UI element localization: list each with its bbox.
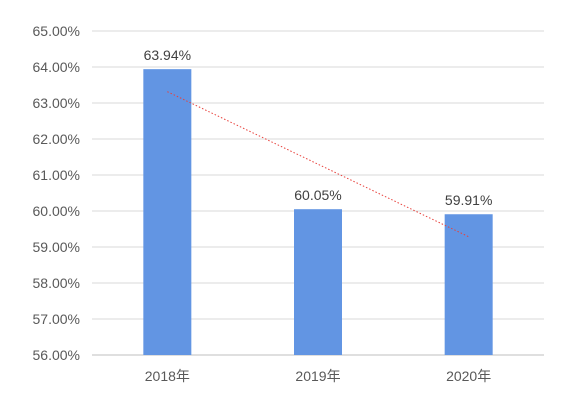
y-tick-label: 62.00% [33, 131, 80, 147]
x-tick-label: 2018年 [145, 368, 190, 384]
y-tick-label: 61.00% [33, 167, 80, 183]
data-label: 63.94% [144, 47, 191, 63]
data-label: 59.91% [445, 192, 492, 208]
x-tick-label: 2019年 [295, 368, 340, 384]
bar [294, 209, 342, 355]
y-tick-label: 57.00% [33, 311, 80, 327]
data-label: 60.05% [294, 187, 341, 203]
y-axis-tick-labels: 56.00% 57.00% 58.00% 59.00% 60.00% 61.00% 62.0… [33, 23, 80, 363]
bars [143, 69, 493, 355]
x-axis-tick-labels: 2018年 2019年 2020年 [145, 368, 491, 384]
y-tick-label: 59.00% [33, 239, 80, 255]
data-labels: 63.94% 60.05% 59.91% [144, 47, 493, 208]
y-tick-label: 56.00% [33, 347, 80, 363]
y-tick-label: 58.00% [33, 275, 80, 291]
bar [143, 69, 192, 355]
y-tick-label: 60.00% [33, 203, 80, 219]
x-tick-label: 2020年 [446, 368, 491, 384]
bar [444, 214, 493, 355]
y-tick-label: 63.00% [33, 95, 80, 111]
y-tick-label: 65.00% [33, 23, 80, 39]
y-tick-label: 64.00% [33, 59, 80, 75]
